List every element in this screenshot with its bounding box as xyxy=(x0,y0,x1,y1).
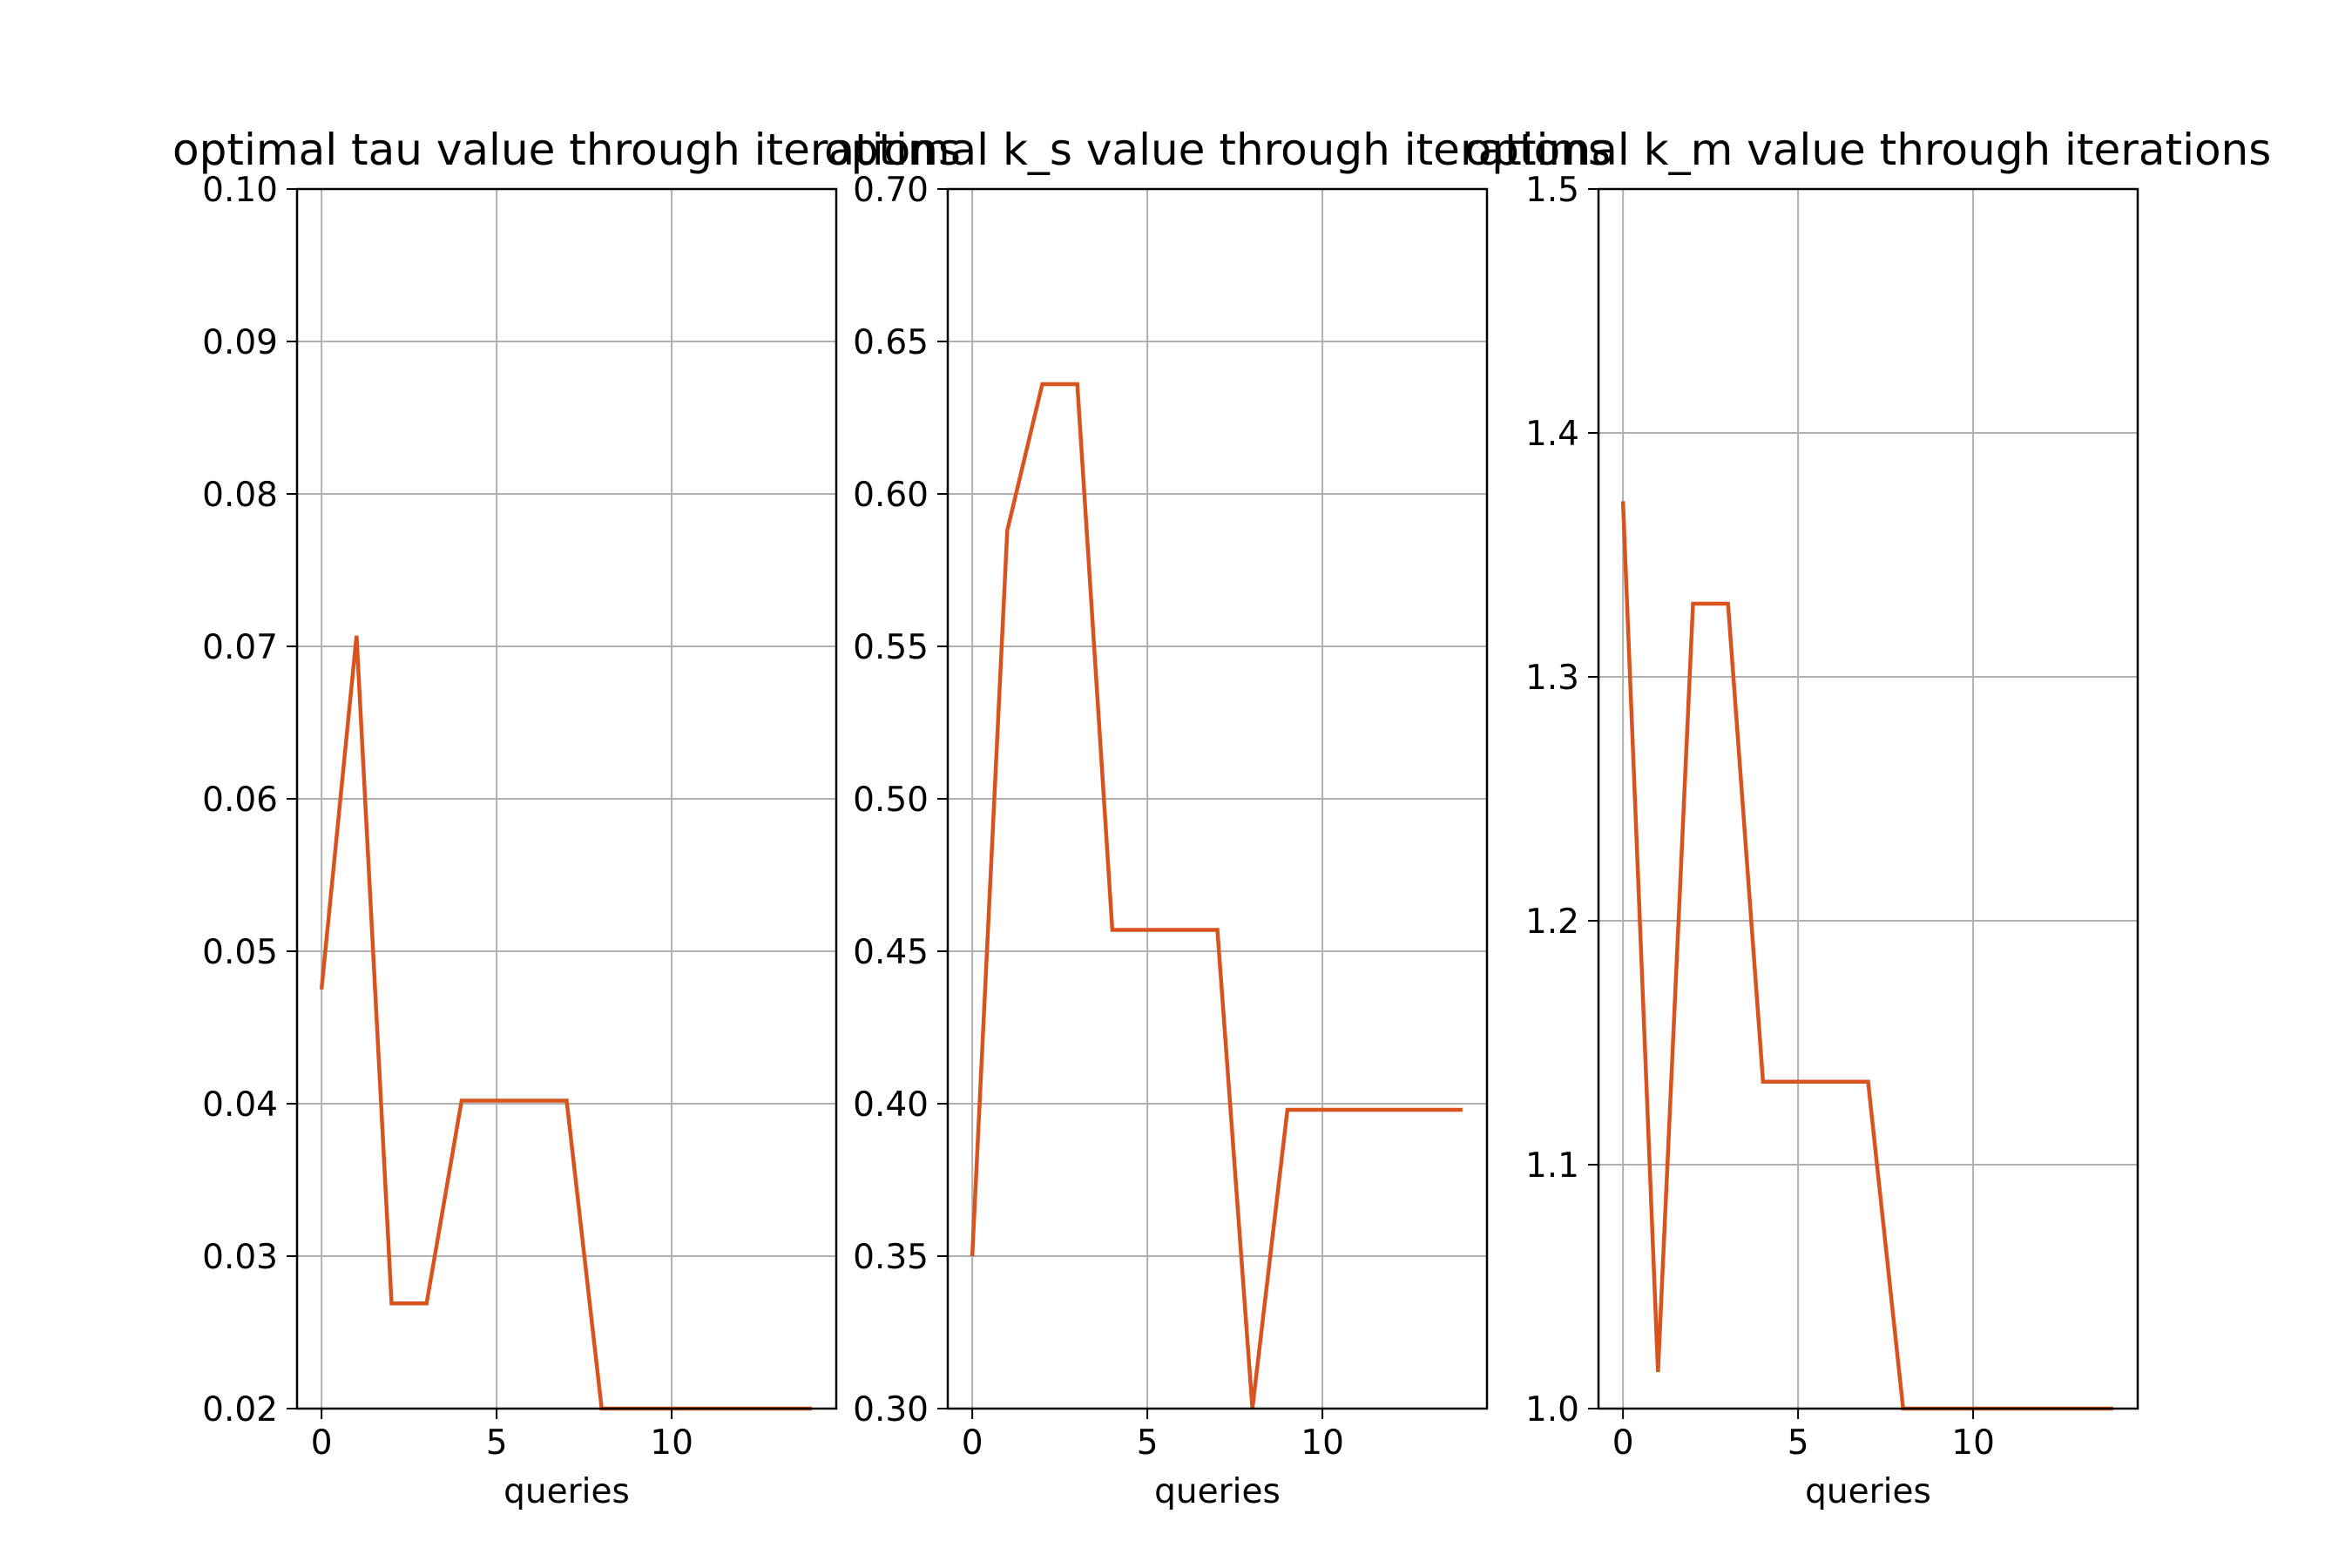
y-tick-label: 1.1 xyxy=(1525,1146,1579,1186)
y-tick-label: 0.30 xyxy=(853,1390,929,1429)
y-tick-label: 0.40 xyxy=(853,1085,929,1125)
y-tick-label: 1.3 xyxy=(1525,659,1579,698)
x-axis-label: queries xyxy=(1805,1472,1931,1511)
y-tick-label: 0.02 xyxy=(202,1390,278,1429)
y-tick-label: 1.5 xyxy=(1525,171,1579,210)
x-tick-label: 0 xyxy=(962,1423,983,1463)
chart-panel-tau: 0 5 10 0.02 0.03 0.04 0.05 0.06 0.07 0.08 0.09 0.10… xyxy=(172,125,961,1511)
y-tick-label: 1.2 xyxy=(1525,902,1579,942)
y-tick-label: 0.04 xyxy=(202,1085,278,1125)
plot-frame xyxy=(1597,187,2139,1410)
y-tick-label: 1.4 xyxy=(1525,415,1579,454)
y-tick-label: 0.35 xyxy=(853,1238,929,1277)
x-axis-label: queries xyxy=(504,1472,630,1511)
x-tick-label: 5 xyxy=(1137,1423,1159,1463)
y-tick-label: 0.45 xyxy=(853,933,929,972)
chart-title: optimal k_s value through iterations xyxy=(824,125,1611,175)
x-tick-label: 0 xyxy=(1612,1423,1634,1463)
y-tick-label: 0.70 xyxy=(853,171,929,210)
tick-layer: 0 5 10 1.0 1.1 1.2 1.3 1.4 1.5 xyxy=(1525,171,1995,1463)
series-layer xyxy=(970,382,1463,1409)
x-tick-label: 0 xyxy=(311,1423,333,1463)
tick-layer: 0 5 10 0.02 0.03 0.04 0.05 0.06 0.07 0.08 0.09 0.10 xyxy=(202,171,693,1463)
y-tick-label: 0.03 xyxy=(202,1238,278,1277)
tick-layer: 0 5 10 0.30 0.35 0.40 0.45 0.50 0.55 0.60 0.65 0.70 xyxy=(853,171,1344,1463)
y-tick-label: 0.50 xyxy=(853,781,929,820)
y-tick-label: 0.09 xyxy=(202,323,278,362)
x-tick-label: 10 xyxy=(1301,1423,1344,1463)
y-tick-label: 0.06 xyxy=(202,781,278,820)
y-tick-label: 1.0 xyxy=(1525,1390,1579,1429)
x-tick-label: 5 xyxy=(486,1423,508,1463)
y-tick-label: 0.65 xyxy=(853,323,929,362)
y-tick-label: 0.07 xyxy=(202,628,278,667)
chart-title: optimal k_m value through iterations xyxy=(1465,125,2272,175)
y-tick-label: 0.05 xyxy=(202,933,278,972)
chart-panel-k-s: 0 5 10 0.30 0.35 0.40 0.45 0.50 0.55 0.60 0.65 0.70… xyxy=(824,125,1611,1511)
y-tick-label: 0.55 xyxy=(853,628,929,667)
x-tick-label: 10 xyxy=(650,1423,693,1463)
y-tick-label: 0.60 xyxy=(853,476,929,515)
x-axis-label: queries xyxy=(1154,1472,1281,1511)
y-tick-label: 0.08 xyxy=(202,476,278,515)
chart-panel-k-m: 0 5 10 1.0 1.1 1.2 1.3 1.4 1.5 optimal k_m value… xyxy=(1465,125,2272,1511)
x-tick-label: 5 xyxy=(1788,1423,1809,1463)
chart-title: optimal tau value through iterations xyxy=(172,125,961,175)
x-tick-label: 10 xyxy=(1951,1423,1995,1463)
y-tick-label: 0.10 xyxy=(202,171,278,210)
